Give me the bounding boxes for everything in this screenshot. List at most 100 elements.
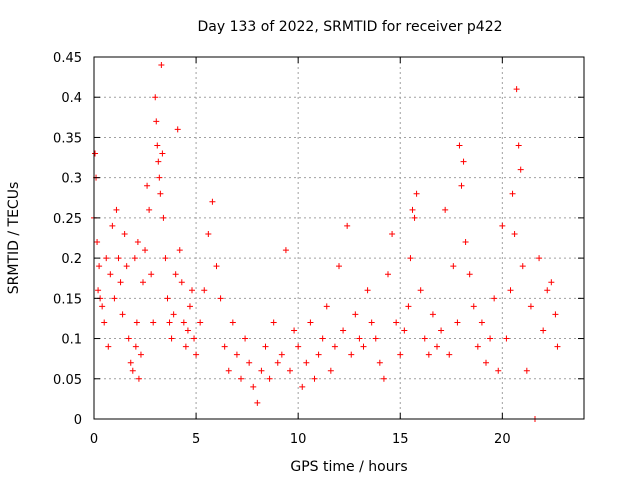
- data-point: [133, 319, 140, 326]
- data-point: [246, 359, 253, 366]
- data-point: [446, 351, 453, 358]
- data-point: [186, 303, 193, 310]
- data-point: [127, 359, 134, 366]
- data-point: [417, 287, 424, 294]
- data-point: [270, 319, 277, 326]
- data-point: [295, 343, 302, 350]
- data-point: [466, 271, 473, 278]
- data-point: [162, 255, 169, 262]
- data-point: [348, 351, 355, 358]
- data-point: [99, 303, 106, 310]
- data-point: [258, 367, 265, 374]
- data-point: [174, 126, 181, 133]
- data-point: [527, 303, 534, 310]
- data-point: [356, 335, 363, 342]
- data-point: [156, 174, 163, 181]
- data-point: [307, 319, 314, 326]
- data-point: [513, 86, 520, 93]
- data-point: [344, 222, 351, 229]
- data-point: [105, 343, 112, 350]
- data-point: [282, 247, 289, 254]
- data-point: [166, 319, 173, 326]
- data-point: [140, 279, 146, 286]
- data-point: [407, 255, 414, 262]
- y-tick-label: 0.2: [61, 252, 82, 267]
- data-point: [225, 367, 232, 374]
- data-point: [397, 351, 404, 358]
- data-point: [389, 230, 396, 237]
- data-point: [131, 255, 138, 262]
- data-point: [154, 142, 161, 149]
- y-tick-label: 0.25: [53, 212, 82, 227]
- data-point: [299, 383, 306, 390]
- data-point: [274, 359, 281, 366]
- data-point: [217, 295, 224, 302]
- data-point: [405, 303, 412, 310]
- data-point: [157, 190, 164, 197]
- data-point: [540, 327, 547, 334]
- data-point: [193, 351, 200, 358]
- data-point: [153, 118, 160, 125]
- data-point: [113, 206, 120, 213]
- data-point: [544, 287, 551, 294]
- data-point: [352, 311, 359, 318]
- data-point: [221, 343, 228, 350]
- data-point: [209, 198, 216, 205]
- x-tick-label: 10: [290, 432, 307, 447]
- data-point: [160, 214, 167, 221]
- data-point: [380, 375, 387, 382]
- data-point: [491, 295, 498, 302]
- data-point: [460, 158, 467, 165]
- data-point: [117, 279, 124, 286]
- data-point: [474, 343, 481, 350]
- data-point: [92, 150, 99, 157]
- data-point: [150, 319, 157, 326]
- data-point: [315, 351, 322, 358]
- data-point: [495, 367, 502, 374]
- x-tick-label: 15: [392, 432, 409, 447]
- data-point: [401, 327, 408, 334]
- data-point: [483, 359, 489, 366]
- data-point: [182, 343, 189, 350]
- data-point: [311, 375, 318, 382]
- data-point: [552, 311, 559, 318]
- y-tick-label: 0.35: [53, 131, 82, 146]
- data-point: [103, 255, 110, 262]
- data-point: [409, 206, 416, 213]
- data-point: [109, 222, 116, 229]
- data-point: [507, 287, 514, 294]
- x-tick-label: 5: [192, 432, 200, 447]
- data-point: [319, 335, 326, 342]
- data-point: [450, 263, 457, 270]
- data-point: [101, 319, 108, 326]
- data-point: [184, 327, 191, 334]
- data-point: [152, 94, 159, 101]
- data-point: [327, 367, 334, 374]
- data-point: [554, 343, 561, 350]
- data-point: [172, 271, 179, 278]
- data-point: [125, 335, 132, 342]
- data-point: [111, 295, 118, 302]
- data-point: [148, 271, 155, 278]
- y-tick-label: 0.45: [53, 51, 82, 66]
- data-point: [515, 142, 522, 149]
- data-point: [262, 343, 269, 350]
- data-point: [146, 206, 153, 213]
- data-point: [115, 255, 122, 262]
- x-tick-label: 20: [494, 432, 511, 447]
- data-point: [376, 359, 383, 366]
- data-point: [360, 343, 367, 350]
- data-point: [458, 182, 465, 189]
- y-tick-label: 0.05: [53, 373, 82, 388]
- data-point: [119, 311, 126, 318]
- data-point: [331, 343, 338, 350]
- data-point: [340, 327, 347, 334]
- data-point: [238, 375, 244, 382]
- data-point: [434, 343, 440, 350]
- data-point: [242, 335, 249, 342]
- data-point: [254, 399, 261, 406]
- grid-lines: [94, 57, 584, 419]
- data-point: [517, 166, 524, 173]
- data-points: [91, 62, 561, 422]
